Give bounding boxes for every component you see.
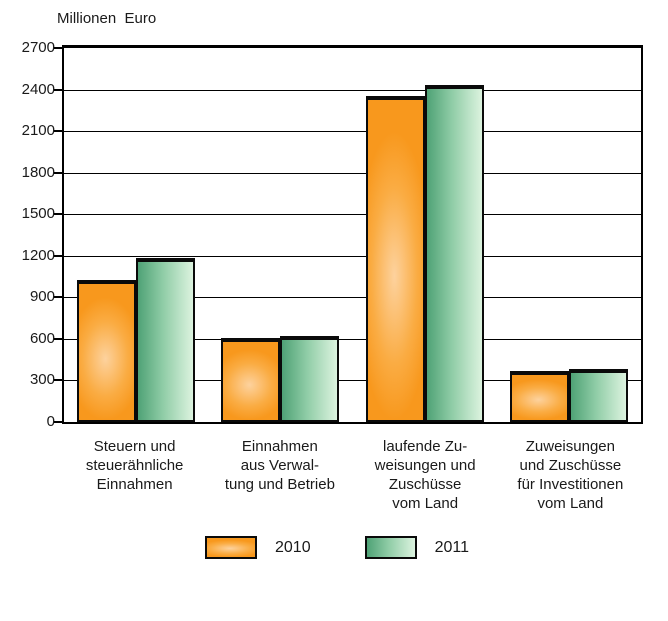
bar-2010-cat0 <box>77 280 137 422</box>
y-tick-mark-1200 <box>54 254 62 257</box>
y-tick-mark-900 <box>54 296 62 299</box>
y-tick-label-1800: 1800 <box>21 163 55 181</box>
x-category-label-1: Einnahmen aus Verwal-tung und Betrieb <box>224 438 335 493</box>
y-tick-mark-2700 <box>54 47 62 49</box>
y-tick-label-300: 300 <box>29 371 55 389</box>
bar-2011-cat3 <box>568 368 628 422</box>
legend-label-2011: 2011 <box>434 538 469 556</box>
gridline-600 <box>64 338 641 340</box>
y-tick-label-0: 0 <box>46 413 55 430</box>
y-tick-mark-600 <box>54 337 62 340</box>
bar-2010-cat3 <box>509 370 569 422</box>
legend-label-2010: 2010 <box>275 538 311 556</box>
bar-2010-cat2 <box>365 95 425 422</box>
y-tick-mark-1500 <box>54 213 62 216</box>
bar-2011-cat0 <box>136 257 196 422</box>
bar-2010-cat1 <box>221 338 281 422</box>
bar-group-3 <box>497 48 641 422</box>
y-tick-label-2400: 2400 <box>21 80 55 98</box>
y-tick-label-1200: 1200 <box>21 246 55 264</box>
gridline-300 <box>64 380 641 382</box>
gridline-1800 <box>64 172 641 174</box>
y-tick-label-600: 600 <box>29 329 55 347</box>
bar-group-1 <box>208 48 352 422</box>
y-tick-mark-2100 <box>54 130 62 133</box>
y-tick-mark-0 <box>54 421 62 423</box>
bar-group-2 <box>353 48 497 422</box>
bar-2011-cat1 <box>280 336 340 422</box>
y-tick-label-2700: 2700 <box>21 39 55 56</box>
gridline-2400 <box>64 89 641 91</box>
legend-swatch-2010 <box>205 536 257 559</box>
gridline-1200 <box>64 255 641 257</box>
y-tick-mark-1800 <box>54 171 62 174</box>
legend-item-2011: 2011 <box>364 536 469 559</box>
legend-item-2010: 2010 <box>205 536 311 559</box>
y-tick-mark-2400 <box>54 88 62 91</box>
gridline-2100 <box>64 131 641 133</box>
bar-2011-cat2 <box>424 85 484 422</box>
y-tick-label-2100: 2100 <box>21 122 55 140</box>
y-axis-unit-label: Millionen Euro <box>57 10 157 27</box>
x-category-label-2: laufende Zu-weisungen und Zuschüsse vom La… <box>374 438 476 512</box>
gridline-900 <box>64 297 641 299</box>
y-tick-mark-300 <box>54 379 62 382</box>
bar-group-0 <box>64 48 208 422</box>
x-category-label-0: Steuern und steuerähnliche Einnahmen <box>85 438 184 493</box>
gridline-1500 <box>64 214 641 216</box>
y-tick-label-900: 900 <box>29 288 55 306</box>
x-category-label-3: Zuweisungen und Zuschüsse für Investitione… <box>517 438 624 512</box>
plot-area <box>62 45 643 424</box>
y-tick-label-1500: 1500 <box>21 205 55 223</box>
legend-swatch-2011 <box>364 536 417 559</box>
legend: 2010 2011 <box>205 536 469 559</box>
